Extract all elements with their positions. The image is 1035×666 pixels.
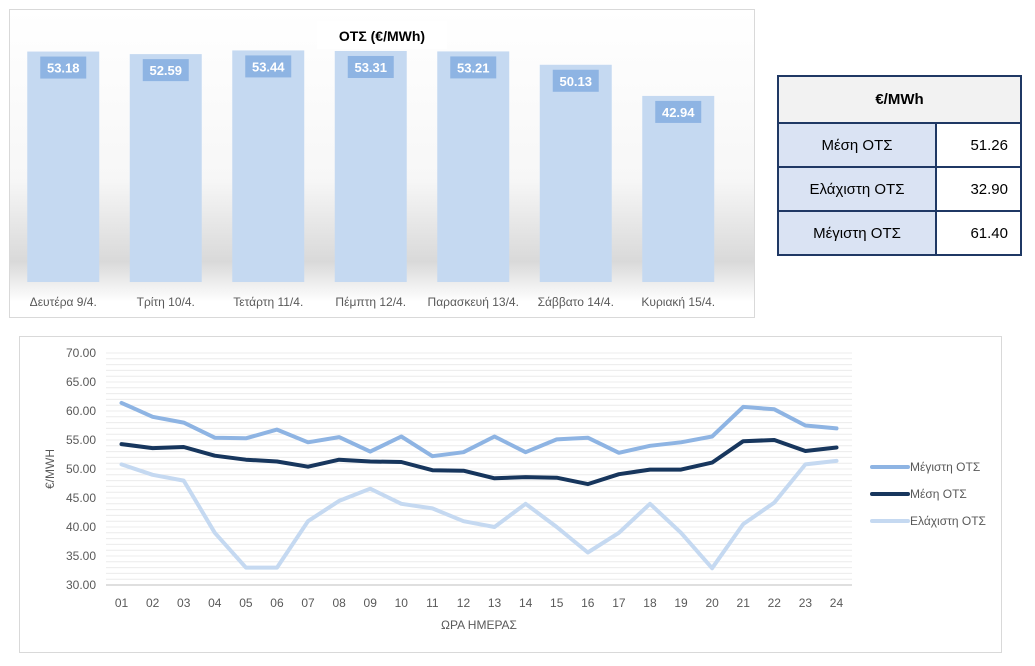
stats-row-label: Ελάχιστη ΟΤΣ: [777, 166, 937, 212]
x-tick-label: 07: [301, 596, 315, 610]
bar-data-label-bg: [552, 69, 599, 92]
price-stats-table: €/MWh Μέση ΟΤΣ 51.26 Ελάχιστη ΟΤΣ 32.90 …: [777, 75, 1022, 256]
bar-category-label: Κυριακή 15/4.: [641, 295, 715, 309]
stats-row-value: 32.90: [935, 166, 1022, 212]
bar-category-label: Τρίτη 10/4.: [137, 295, 195, 309]
stats-row-value: 61.40: [935, 210, 1022, 256]
bar-chart-canvas: ΟΤΣ (€/MWh) 53.18 Δευτέρα 9/4. 52.59 Τρίτη 1…: [27, 21, 715, 309]
x-tick-label: 19: [674, 596, 688, 610]
bar-data-label-bg: [142, 59, 189, 82]
bar: [334, 50, 407, 282]
bar-data-label-bg: [40, 56, 87, 79]
y-tick-label: 45.00: [66, 491, 96, 505]
legend-label: Μέση ΟΤΣ: [910, 487, 967, 501]
stats-row-value: 51.26: [935, 122, 1022, 168]
x-tick-label: 11: [426, 596, 439, 610]
bar-data-label-bg: [347, 55, 394, 78]
bar-data-label-bg: [450, 56, 497, 79]
y-tick-label: 35.00: [66, 549, 96, 563]
x-tick-label: 16: [581, 596, 595, 610]
bar-category-label: Τετάρτη 11/4.: [233, 295, 303, 309]
x-tick-label: 06: [270, 596, 284, 610]
y-tick-label: 40.00: [66, 520, 96, 534]
bar-data-label: 50.13: [559, 74, 592, 89]
bar-category-label: Δευτέρα 9/4.: [30, 295, 97, 309]
x-tick-label: 04: [208, 596, 222, 610]
x-tick-label: 21: [737, 596, 751, 610]
bar: [642, 95, 715, 282]
x-tick-label: 02: [146, 596, 160, 610]
x-tick-label: 13: [488, 596, 502, 610]
bar-data-label: 53.21: [457, 60, 490, 75]
series-line: [119, 458, 839, 571]
bar-data-label: 53.44: [252, 59, 285, 74]
x-tick-label: 24: [830, 596, 844, 610]
bar: [27, 51, 100, 283]
x-tick-label: 18: [643, 596, 657, 610]
y-tick-label: 60.00: [66, 404, 96, 418]
x-tick-label: 10: [395, 596, 409, 610]
bar-chart-title: ΟΤΣ (€/MWh): [339, 28, 425, 44]
stats-row-min: Ελάχιστη ΟΤΣ 32.90: [777, 166, 1022, 212]
bar-category-label: Πέμπτη 12/4.: [335, 295, 406, 309]
legend-label: Ελάχιστη ΟΤΣ: [910, 514, 986, 528]
bar-data-label-bg: [655, 100, 702, 123]
x-tick-label: 14: [519, 596, 533, 610]
stats-table-header: €/MWh: [777, 75, 1022, 124]
x-tick-label: 17: [612, 596, 626, 610]
bar-data-label: 52.59: [149, 63, 182, 78]
x-tick-label: 20: [705, 596, 719, 610]
bar-data-label: 53.18: [47, 61, 80, 76]
x-tick-label: 09: [364, 596, 378, 610]
bar-category-label: Παρασκευή 13/4.: [428, 295, 519, 309]
bar: [539, 64, 612, 282]
series-line: [119, 438, 839, 487]
stats-row-max: Μέγιστη ΟΤΣ 61.40: [777, 210, 1022, 256]
y-tick-label: 50.00: [66, 462, 96, 476]
x-tick-label: 05: [239, 596, 253, 610]
x-tick-label: 12: [457, 596, 471, 610]
hourly-price-line-chart: 30.00 35.00 40.00 45.00 50.00 55.00 60.00 65.00…: [19, 336, 1002, 653]
legend-label: Μέγιστη ΟΤΣ: [910, 460, 980, 474]
bar-data-label-bg: [245, 55, 292, 78]
bar-chart-title-bg: [317, 21, 447, 49]
x-tick-label: 03: [177, 596, 191, 610]
y-tick-label: 30.00: [66, 578, 96, 592]
series-line: [119, 400, 839, 459]
bar: [232, 50, 305, 282]
bar-data-label: 42.94: [662, 105, 695, 120]
x-tick-label: 01: [115, 596, 129, 610]
y-tick-label: 55.00: [66, 433, 96, 447]
stats-row-label: Μέγιστη ΟΤΣ: [777, 210, 937, 256]
x-tick-label: 23: [799, 596, 813, 610]
line-chart-canvas: 30.00 35.00 40.00 45.00 50.00 55.00 60.00 65.00…: [43, 346, 986, 632]
x-tick-label: 22: [768, 596, 782, 610]
bar-data-label: 53.31: [354, 60, 387, 75]
stats-row-label: Μέση ΟΤΣ: [777, 122, 937, 168]
x-tick-label: 15: [550, 596, 564, 610]
x-axis-title: ΩΡΑ ΗΜΕΡΑΣ: [441, 618, 517, 632]
stats-row-mean: Μέση ΟΤΣ 51.26: [777, 122, 1022, 168]
daily-price-bar-chart: ΟΤΣ (€/MWh) 53.18 Δευτέρα 9/4. 52.59 Τρίτη 1…: [9, 9, 755, 318]
y-tick-label: 65.00: [66, 375, 96, 389]
bar: [437, 51, 510, 282]
y-tick-label: 70.00: [66, 346, 96, 360]
x-tick-label: 08: [332, 596, 346, 610]
bar-category-label: Σάββατο 14/4.: [538, 295, 614, 309]
y-axis-title: €/MWH: [43, 449, 57, 489]
bar: [129, 54, 202, 282]
